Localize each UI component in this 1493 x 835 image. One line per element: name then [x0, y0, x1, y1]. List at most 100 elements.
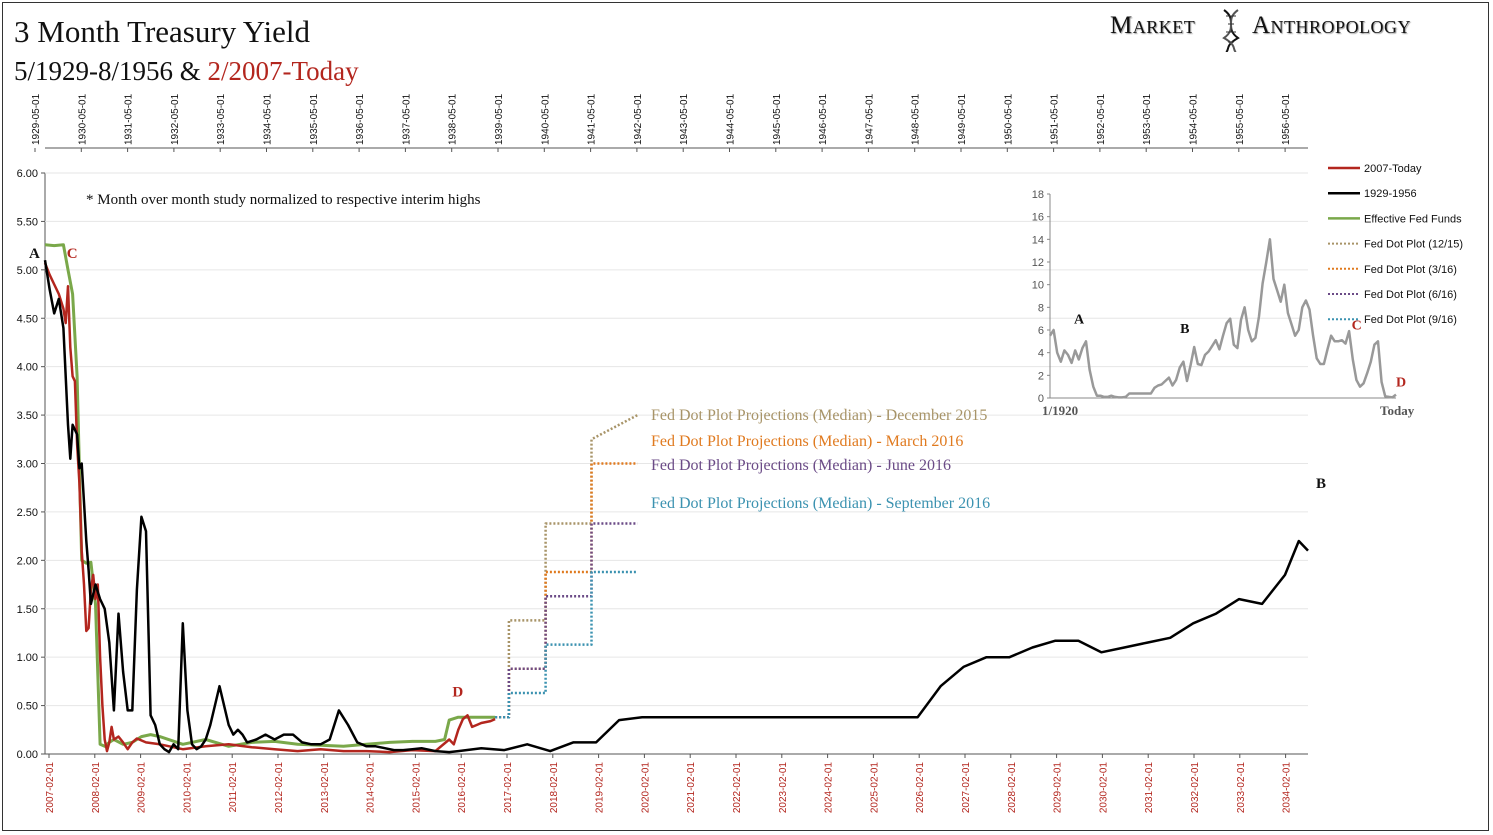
inset-y-tick-label: 16 — [1032, 212, 1044, 224]
inset-y-tick-label: 14 — [1032, 234, 1044, 246]
legend: 2007-Today 1929-1956 Effective Fed Funds Fe… — [1328, 163, 1463, 326]
annotation-fed-dot-plot-6-16: Fed Dot Plot Projections (Median) - June… — [651, 457, 951, 474]
brand-logo-right: Anthropology — [1252, 12, 1412, 39]
x-top-tick-label: 1955-05-01 — [1235, 93, 1246, 145]
point-label-b: B — [1316, 476, 1326, 492]
x-top-tick-label: 1936-05-01 — [355, 93, 366, 145]
legend-label: Fed Dot Plot (12/15) — [1364, 239, 1463, 251]
x-bottom-tick-label: 2014-02-01 — [366, 762, 377, 814]
x-bottom-tick-label: 2024-02-01 — [824, 762, 835, 814]
x-bottom-tick-label: 2025-02-01 — [869, 762, 880, 814]
x-top-tick-label: 1942-05-01 — [633, 93, 644, 145]
legend-label: 2007-Today — [1364, 163, 1422, 175]
x-bottom-tick-label: 2015-02-01 — [411, 762, 422, 814]
series-line-fed-dot-plot-3-16 — [495, 462, 638, 719]
y-tick-label: 1.50 — [17, 604, 38, 616]
y-tick-label: 4.50 — [17, 313, 38, 325]
series-line-effective-fed-funds — [44, 243, 496, 748]
x-top-tick-label: 1932-05-01 — [170, 93, 181, 145]
inset-y-tick-label: 8 — [1038, 302, 1044, 314]
legend-label: Effective Fed Funds — [1364, 213, 1462, 225]
y-tick-label: 0.50 — [17, 701, 38, 713]
x-bottom-tick-label: 2023-02-01 — [778, 762, 789, 814]
x-bottom-tick-label: 2010-02-01 — [182, 762, 193, 814]
x-top-tick-label: 1933-05-01 — [216, 93, 227, 145]
x-bottom-tick-label: 2033-02-01 — [1236, 762, 1247, 814]
x-bottom-tick-label: 2020-02-01 — [640, 762, 651, 814]
x-bottom-tick-label: 2011-02-01 — [228, 762, 239, 813]
inset-y-tick-label: 6 — [1038, 325, 1044, 337]
x-top-tick-label: 1939-05-01 — [494, 93, 505, 145]
series-line-fed-dot-plot-12-15 — [495, 413, 639, 719]
annotation-fed-dot-plot-9-16: Fed Dot Plot Projections (Median) - Sept… — [651, 495, 990, 512]
inset-y-tick-label: 12 — [1032, 257, 1044, 269]
x-bottom-tick-label: 2017-02-01 — [503, 762, 514, 814]
inset-y-tick-label: 0 — [1038, 393, 1044, 405]
x-bottom-tick-label: 2034-02-01 — [1282, 762, 1293, 814]
x-bottom-tick-label: 2028-02-01 — [1007, 762, 1018, 814]
x-bottom-tick-label: 2021-02-01 — [686, 762, 697, 814]
x-top-tick-label: 1937-05-01 — [401, 93, 412, 145]
point-label-d: D — [452, 684, 463, 700]
y-tick-label: 3.00 — [17, 459, 38, 471]
x-top-tick-label: 1947-05-01 — [864, 93, 875, 145]
x-bottom-tick-label: 2032-02-01 — [1190, 762, 1201, 814]
inset-chart: 0 2 4 6 8 10 12 14 16 18 1/1920 Today A B C D — [1032, 189, 1415, 418]
inset-point-label-c: C — [1352, 318, 1362, 333]
x-bottom-tick-label: 2013-02-01 — [320, 762, 331, 814]
inset-series-line — [1048, 238, 1397, 399]
y-tick-label: 3.50 — [17, 410, 38, 422]
x-top-tick-label: 1950-05-01 — [1003, 93, 1014, 145]
inset-y-tick-label: 10 — [1032, 280, 1044, 292]
x-bottom-tick-label: 2019-02-01 — [595, 762, 606, 814]
point-label-a: A — [29, 246, 40, 262]
inset-point-label-d: D — [1396, 376, 1406, 391]
inset-x-label-end: Today — [1380, 403, 1415, 418]
x-top-tick-label: 1941-05-01 — [587, 93, 598, 145]
x-bottom-tick-label: 2008-02-01 — [91, 762, 102, 814]
y-tick-label: 2.50 — [17, 507, 38, 519]
x-top-tick-label: 1935-05-01 — [309, 93, 320, 145]
x-bottom-tick-label: 2026-02-01 — [915, 762, 926, 814]
x-top-tick-label: 1938-05-01 — [448, 93, 459, 145]
series-line-2007-today — [43, 262, 496, 754]
x-top-tick-label: 1948-05-01 — [911, 93, 922, 145]
x-top-tick-label: 1953-05-01 — [1142, 93, 1153, 145]
x-top-tick-label: 1940-05-01 — [540, 93, 551, 145]
annotation-fed-dot-plot-3-16: Fed Dot Plot Projections (Median) - Marc… — [651, 433, 963, 450]
x-bottom-tick-label: 2030-02-01 — [1098, 762, 1109, 814]
series-line-fed-dot-plot-9-16 — [495, 570, 638, 719]
x-top-tick-label: 1946-05-01 — [818, 93, 829, 145]
x-bottom-tick-label: 2009-02-01 — [137, 762, 148, 814]
y-tick-label: 6.00 — [17, 168, 38, 180]
y-tick-label: 5.50 — [17, 216, 38, 228]
x-top-tick-label: 1929-05-01 — [31, 93, 42, 145]
x-bottom-tick-label: 2016-02-01 — [457, 762, 468, 814]
subtitle-date-range-1929: 5/1929-8/1956 & — [14, 56, 208, 86]
inset-y-tick-label: 4 — [1038, 348, 1044, 360]
inset-point-label-a: A — [1074, 312, 1085, 327]
series-line-fed-dot-plot-6-16 — [495, 522, 638, 719]
y-tick-label: 4.00 — [17, 362, 38, 374]
inset-x-label-start: 1/1920 — [1042, 403, 1078, 418]
subtitle-date-range-2007: 2/2007-Today — [207, 56, 359, 86]
inset-y-tick-label: 18 — [1032, 189, 1044, 201]
x-bottom-tick-label: 2027-02-01 — [961, 762, 972, 814]
legend-label: Fed Dot Plot (9/16) — [1364, 314, 1457, 326]
x-bottom-tick-label: 2012-02-01 — [274, 762, 285, 814]
series-line-1929-1956 — [43, 260, 1309, 754]
x-top-tick-label: 1943-05-01 — [679, 93, 690, 145]
x-bottom-tick-label: 2031-02-01 — [1144, 762, 1155, 814]
chart-note: * Month over month study normalized to r… — [86, 192, 481, 208]
annotation-fed-dot-plot-12-15: Fed Dot Plot Projections (Median) - Dece… — [651, 407, 987, 424]
x-top-tick-label: 1944-05-01 — [726, 93, 737, 145]
x-top-tick-label: 1930-05-01 — [77, 93, 88, 145]
legend-label: Fed Dot Plot (6/16) — [1364, 289, 1457, 301]
x-top-tick-label: 1952-05-01 — [1096, 93, 1107, 145]
x-bottom-tick-label: 2018-02-01 — [549, 762, 560, 814]
inset-point-label-b: B — [1180, 322, 1189, 337]
inset-y-tick-label: 2 — [1038, 370, 1044, 382]
point-label-c: C — [67, 246, 78, 262]
x-top-tick-label: 1956-05-01 — [1281, 93, 1292, 145]
